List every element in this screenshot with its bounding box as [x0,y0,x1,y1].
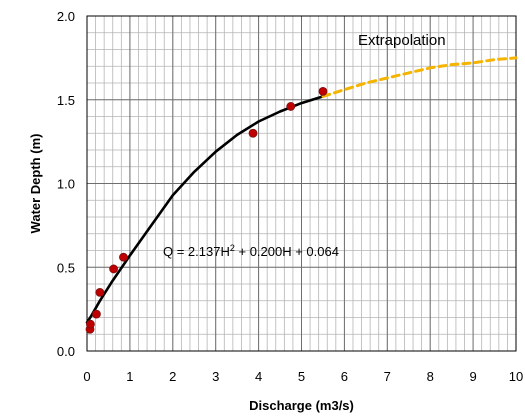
y-axis-title: Water Depth (m) [28,134,43,234]
x-tick-label: 9 [469,369,476,384]
data-point [86,319,95,329]
y-tick-label: 1.5 [57,93,75,108]
y-tick-label: 1.0 [57,177,75,192]
data-point [318,86,328,96]
x-tick-label: 10 [509,369,523,384]
x-tick-label: 3 [212,369,219,384]
y-tick-label: 0.5 [57,260,75,275]
fitted-curve [85,95,325,324]
plot-frame [86,15,517,352]
x-tick-label: 0 [83,369,90,384]
x-tick-labels: 0 1 2 3 4 5 6 7 8 9 10 [83,369,523,384]
data-point [286,102,296,111]
y-tick-labels: 0.0 0.5 1.0 1.5 2.0 [57,9,75,359]
x-tick-label: 8 [427,369,434,384]
data-point [95,287,105,297]
x-tick-label: 2 [169,369,176,384]
equation-prefix: Q = 2.137H [163,244,230,259]
equation-exponent: 2 [230,243,235,253]
series-layer [85,56,518,334]
x-axis-title: Discharge (m3/s) [249,398,354,413]
extrapolation-curve [321,56,518,98]
data-point [92,309,101,319]
x-tick-label: 6 [341,369,348,384]
x-tick-label: 1 [126,369,133,384]
x-tick-label: 4 [255,369,262,384]
data-point [248,128,258,138]
regression-equation: Q = 2.137H2 + 0.200H + 0.064 [163,243,339,259]
extrapolation-label: Extrapolation [358,32,446,49]
major-grid [87,16,516,351]
y-tick-label: 0.0 [57,344,75,359]
data-point [109,264,118,274]
y-tick-label: 2.0 [57,9,75,24]
equation-suffix: + 0.200H + 0.064 [235,244,339,259]
data-point [119,252,128,262]
x-tick-label: 5 [298,369,305,384]
x-tick-label: 7 [384,369,391,384]
